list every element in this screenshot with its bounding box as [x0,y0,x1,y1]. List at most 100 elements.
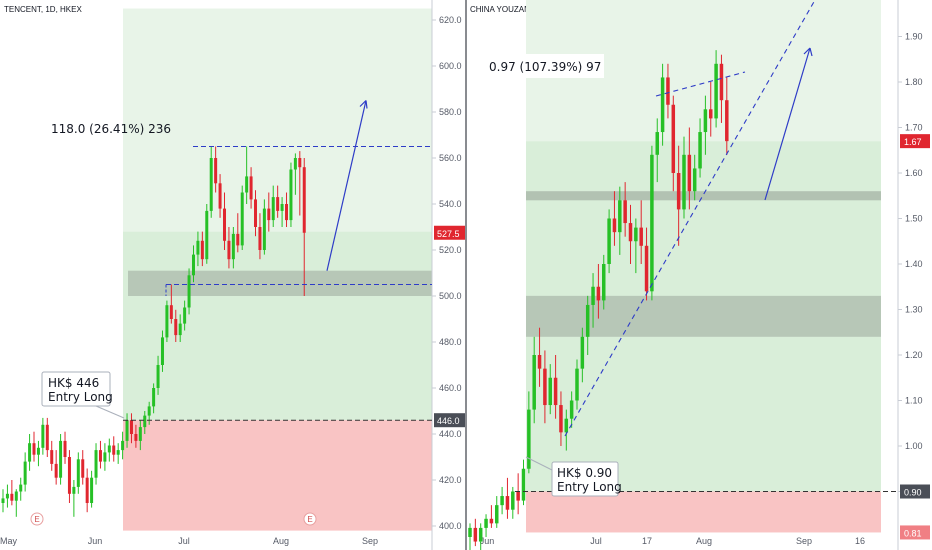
y-tick-label: 1.50 [905,214,923,224]
y-tick-label: 1.20 [905,350,923,360]
candle-body [218,183,222,209]
candle-body [1,498,5,503]
candle-body [147,406,151,416]
candle-body [500,496,504,506]
y-tick-label: 500.0 [439,291,462,301]
stop-price-tag: 0.81 [904,528,922,538]
y-tick-label: 540.0 [439,199,462,209]
y-tick-label: 1.40 [905,259,923,269]
support-band-lower [526,295,881,337]
x-tick-label: Sep [796,536,812,546]
y-tick-label: 1.70 [905,123,923,133]
candle-body [134,434,138,441]
candle-body [276,197,280,211]
candle-body [262,208,266,250]
candle-body [143,415,147,428]
candle-body [618,200,622,233]
candle-body [258,227,262,250]
entry-price-tag-bg [900,484,930,499]
candle-body [285,204,289,221]
measure-label: 0.97 (107.39%) 97 [489,60,601,74]
candle-body [36,447,40,455]
candle-body [489,518,494,524]
earnings-marker-label: E [307,515,312,524]
candle-body [63,440,67,457]
candle-body [634,227,638,242]
candle-body [236,233,240,246]
candle-body [548,377,552,406]
candle-body [602,264,606,301]
candle-body [191,254,195,276]
upper-wedge-line [655,71,746,97]
candle-body [76,459,80,487]
y-tick-label: 600.0 [439,61,462,71]
candle-body [187,275,191,308]
candle-body [165,305,169,338]
entry-callout-box [551,461,619,497]
candle-body [121,440,125,451]
y-tick-label: 1.80 [905,77,923,87]
candle-body [152,388,156,407]
candle-body [719,63,724,101]
right-chart-title: CHINA YOUZAN, 1D, HKEX [470,5,571,14]
candle-body [639,227,643,246]
candle-body [569,400,574,419]
x-tick-label: 17 [642,536,652,546]
candle-body [183,307,187,324]
candle-body [23,461,27,485]
earnings-marker [303,512,317,526]
candle-body [59,440,63,478]
candle-body [5,493,9,499]
measure-label: 118.0 (26.41%) 236 [51,122,171,136]
candle-body [532,355,536,410]
candle-body [240,192,244,246]
projection-arrow [764,47,811,201]
y-tick-label: 1.60 [905,168,923,178]
entry-callout-text: Entry Long [557,480,622,494]
x-tick-label: May [0,536,18,546]
candle-body [85,477,89,503]
candle-body [543,368,547,406]
entry-callout-box [41,371,111,407]
candle-body [484,518,488,528]
y-tick-label: 440.0 [439,429,462,439]
y-tick-label: 1.10 [905,396,923,406]
candle-body [596,286,601,301]
y-tick-label: 520.0 [439,245,462,255]
candle-body [553,377,558,406]
candle-body [138,427,142,441]
candle-body [511,491,515,510]
last-price-tag: 527.5 [437,229,460,239]
candle-body [94,450,98,478]
candle-body [169,305,173,319]
candle-body [45,424,49,451]
candle-body [559,405,563,433]
candle-body [81,459,85,478]
x-tick-label: Aug [696,536,712,546]
candle-body [90,477,94,503]
candle-body [505,496,510,510]
candle-body [231,233,235,260]
candle-body [714,63,718,119]
entry-price-tag: 0.90 [904,488,922,498]
y-tick-label: 1.90 [905,32,923,42]
candle-body [725,100,729,142]
x-tick-label: Jul [590,536,602,546]
measure-label-bg [484,54,604,78]
candle-body [245,176,249,193]
candle-body [478,527,483,542]
stop-zone [123,420,432,531]
candle-body [628,223,633,242]
candle-body [280,204,284,211]
y-tick-label: 480.0 [439,337,462,347]
entry-price-tag: 446.0 [437,416,460,426]
youzan-chart-panel: CHINA YOUZAN, 1D, HKEX 0.90 1.00 1.10 1.20 1… [468,0,930,550]
candle-body [537,355,542,369]
candle-body [644,245,649,292]
entry-callout-text: Entry Long [48,390,113,404]
x-tick-label: Jun [480,536,495,546]
candle-body [67,457,71,494]
candle-body [650,154,654,292]
candle-body [178,323,182,336]
